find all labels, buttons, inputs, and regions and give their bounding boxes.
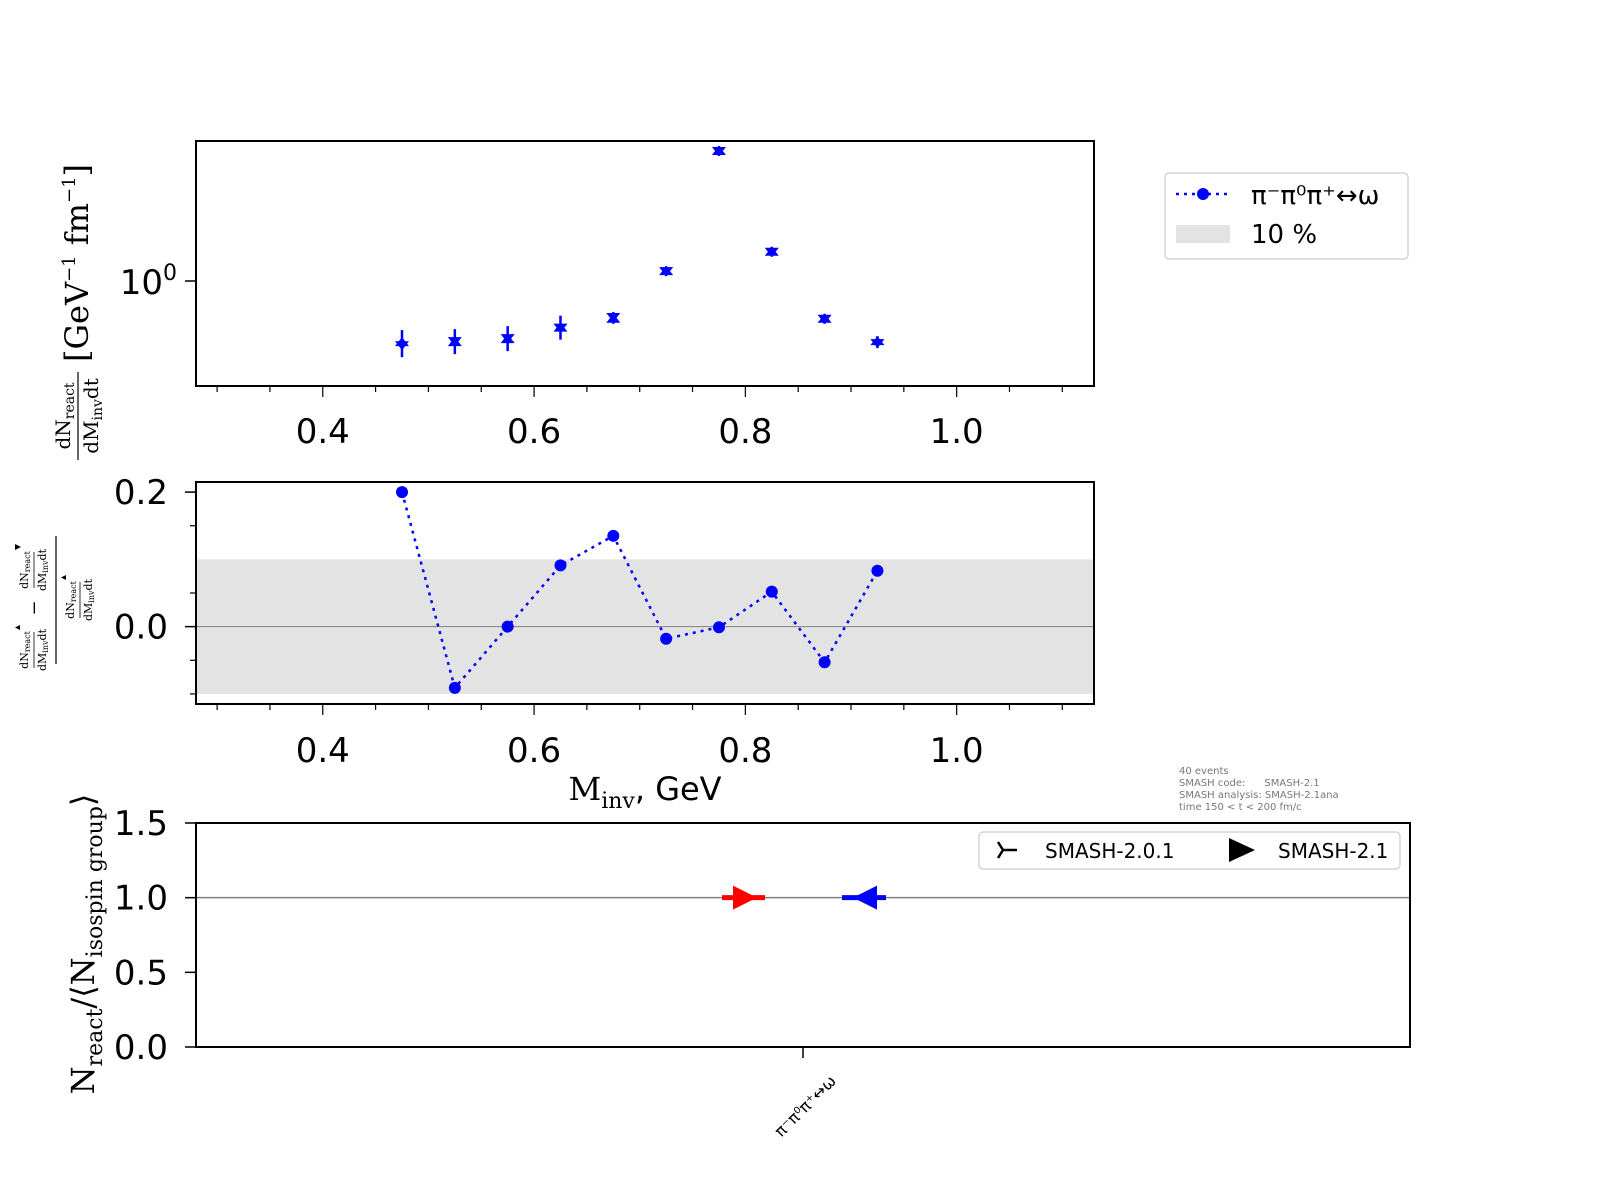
svg-text:dMinvdt: dMinvdt (82, 578, 96, 621)
ratio-x-tick-label: 0.8 (718, 731, 772, 771)
ratio-y-axis-label: dNreact dMinvdt − dNreact dMinvdt dNreac… (15, 536, 96, 671)
spectrum-panel: 0.4 0.6 0.8 1.0 100 dNreact dMinvdt [GeV−1 … (51, 140, 1095, 460)
info-analysis: SMASH analysis: SMASH-2.1ana (1179, 790, 1339, 801)
ratio-point (501, 620, 514, 633)
ratio-point (396, 486, 409, 499)
ratio-x-tick-label: 0.4 (296, 731, 350, 771)
spectrum-x-tick-label: 0.8 (718, 412, 772, 452)
comparison-category-label: π⁻π⁰π⁺↔ω (771, 1071, 840, 1140)
spectrum-marker-up (447, 337, 462, 347)
svg-text:dNreact: dNreact (18, 550, 32, 588)
old-version-marker (733, 885, 757, 910)
comparison-y-tick-label: 0.0 (114, 1028, 168, 1068)
svg-text:[GeV−1 fm−1]: [GeV−1 fm−1] (58, 164, 96, 362)
comparison-y-tick-label: 1.5 (114, 804, 168, 844)
spectrum-marker-up (764, 246, 779, 256)
legend-series-label: π⁻π⁰π⁺↔ω (1251, 181, 1379, 211)
spectrum-marker-up (500, 334, 515, 344)
ratio-points (396, 486, 884, 694)
spectrum-marker-up (395, 337, 410, 347)
svg-text:dMinvdt: dMinvdt (79, 378, 106, 454)
info-events: 40 events (1179, 766, 1229, 777)
tri-right-icon (996, 841, 1017, 859)
new-version-marker (853, 885, 877, 910)
spectrum-marker-up (553, 322, 568, 332)
ratio-x-tick-label: 1.0 (930, 731, 984, 771)
comparison-y-tick-label: 0.5 (114, 953, 168, 993)
ratio-point (660, 632, 673, 645)
ratio-panel: 0.4 0.6 0.8 1.0 0.2 0.0 Minv, GeV dNreact dM… (15, 473, 1095, 814)
info-code: SMASH code: SMASH-2.1 (1179, 778, 1320, 789)
triangle-right-icon (1229, 838, 1255, 862)
svg-text:dMinvdt: dMinvdt (36, 628, 50, 671)
spectrum-plot-frame (195, 140, 1095, 387)
ratio-x-axis-label: Minv, GeV (568, 770, 721, 814)
ratio-point (448, 681, 461, 694)
legend-old-version-label: SMASH-2.0.1 (1045, 839, 1174, 863)
ratio-point (765, 585, 778, 598)
comparison-marks (722, 885, 886, 910)
ratio-point (712, 621, 725, 634)
spectrum-marker-up (870, 336, 885, 346)
spectrum-marker-up (817, 313, 832, 323)
svg-text:dNreact: dNreact (51, 382, 78, 449)
ratio-x-axis: 0.4 0.6 0.8 1.0 (216, 704, 1063, 771)
info-time: time 150 < t < 200 fm/c (1179, 802, 1302, 813)
ratio-point (554, 559, 567, 572)
ratio-series-line (400, 491, 879, 691)
run-info: 40 events SMASH code: SMASH-2.1 SMASH an… (1179, 766, 1339, 813)
spectrum-x-axis: 0.4 0.6 0.8 1.0 (216, 386, 1063, 452)
spectrum-x-tick-label: 1.0 (930, 412, 984, 452)
svg-text:dNreact: dNreact (18, 630, 32, 668)
ratio-y-tick-label: 0.2 (114, 473, 168, 513)
comparison-legend: SMASH-2.0.1 SMASH-2.1 (978, 831, 1401, 870)
spectrum-y-axis-label: dNreact dMinvdt [GeV−1 fm−1] (51, 164, 106, 460)
spectrum-marker-up (659, 266, 674, 276)
legend-series-marker (1197, 188, 1209, 200)
ratio-point (871, 564, 884, 577)
legend-band-swatch (1176, 225, 1230, 243)
spectrum-marker-up (711, 145, 726, 155)
svg-text:dNreact: dNreact (64, 580, 78, 618)
ratio-point (818, 656, 831, 669)
svg-text:−: − (24, 600, 45, 615)
legend-band-label: 10 % (1251, 220, 1317, 250)
legend-new-version-label: SMASH-2.1 (1278, 839, 1388, 863)
ratio-x-tick-label: 0.6 (507, 731, 561, 771)
comparison-panel: 1.5 1.0 0.5 0.0 π⁻π⁰π⁺↔ω Nreact/⟨Nisospin g… (64, 794, 1411, 1141)
comparison-y-axis-label: Nreact/⟨Nisospin group⟩ (64, 794, 108, 1095)
spectrum-x-tick-label: 0.6 (507, 412, 561, 452)
ratio-point (607, 529, 620, 542)
ratio-y-tick-label: 0.0 (114, 608, 168, 648)
ratio-y-axis: 0.2 0.0 (114, 473, 196, 695)
spectrum-y-tick-label: 100 (120, 261, 177, 303)
comparison-y-axis: 1.5 1.0 0.5 0.0 (114, 804, 196, 1068)
spectrum-marker-up (606, 313, 621, 323)
spectrum-x-tick-label: 0.4 (296, 412, 350, 452)
spectrum-marks (395, 145, 885, 358)
comparison-legend-frame (978, 831, 1401, 870)
svg-text:dMinvdt: dMinvdt (36, 548, 50, 591)
comparison-y-tick-label: 1.0 (114, 879, 168, 919)
spectrum-legend: π⁻π⁰π⁺↔ω 10 % (1164, 172, 1409, 260)
